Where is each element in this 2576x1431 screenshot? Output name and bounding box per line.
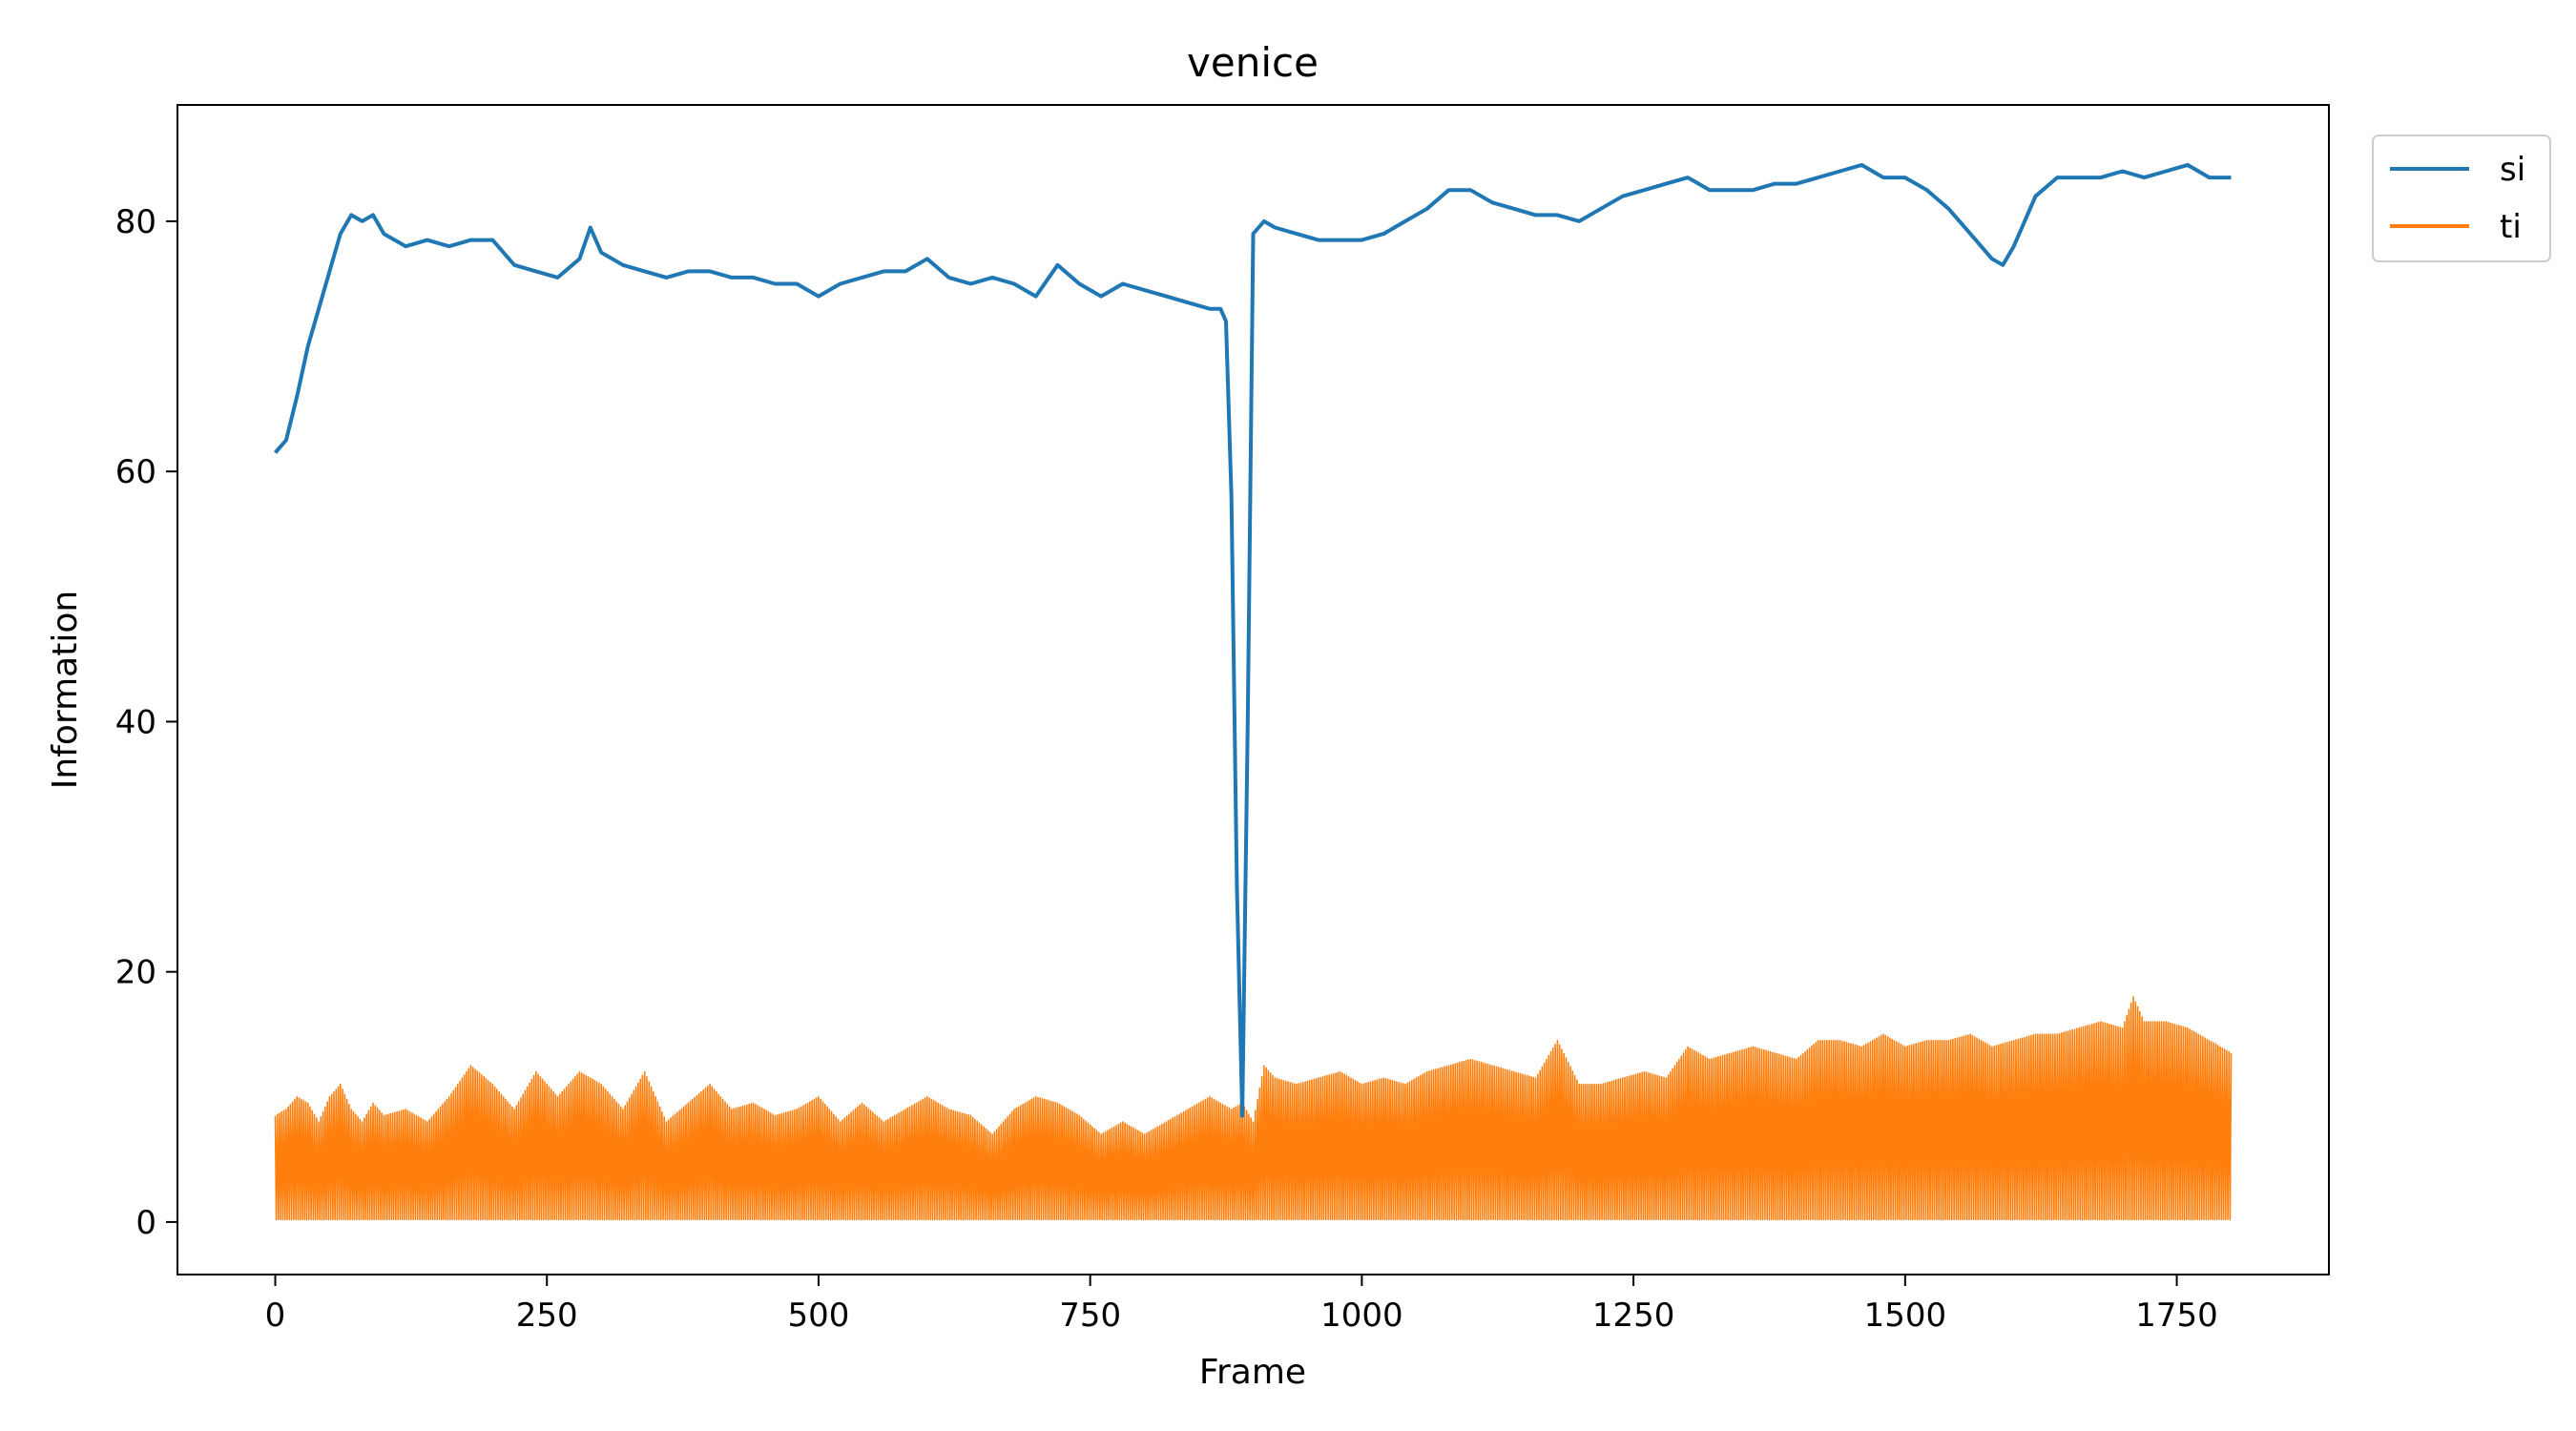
x-tick-label: 1250 (1592, 1296, 1675, 1335)
x-tick-label: 1500 (1864, 1296, 1947, 1335)
y-tick-label: 60 (115, 453, 156, 491)
x-axis-ticks: 0 250 500 750 1000 1250 1500 1750 (265, 1275, 2218, 1335)
y-axis-label: Information (46, 591, 85, 789)
legend-label-si: si (2500, 151, 2525, 189)
x-tick-label: 1750 (2135, 1296, 2218, 1335)
plot-area (273, 162, 2233, 1221)
y-axis-ticks: 0 20 40 60 80 (115, 203, 177, 1242)
chart-title: venice (1187, 39, 1319, 86)
x-tick-label: 750 (1059, 1296, 1121, 1335)
x-tick-label: 250 (516, 1296, 578, 1335)
x-axis-label: Frame (1199, 1353, 1306, 1392)
y-tick-label: 40 (115, 703, 156, 741)
legend: si ti (2372, 135, 2551, 262)
series-line-ti (274, 996, 2233, 1221)
x-tick-label: 0 (265, 1296, 286, 1335)
legend-label-ti: ti (2500, 208, 2522, 246)
y-tick-label: 0 (135, 1204, 156, 1242)
x-tick-label: 1000 (1320, 1296, 1403, 1335)
series-line-si (273, 162, 2232, 1118)
axes-frame (177, 104, 2330, 1275)
y-tick-label: 20 (115, 954, 156, 992)
y-tick-label: 80 (115, 203, 156, 241)
x-tick-label: 500 (787, 1296, 849, 1335)
